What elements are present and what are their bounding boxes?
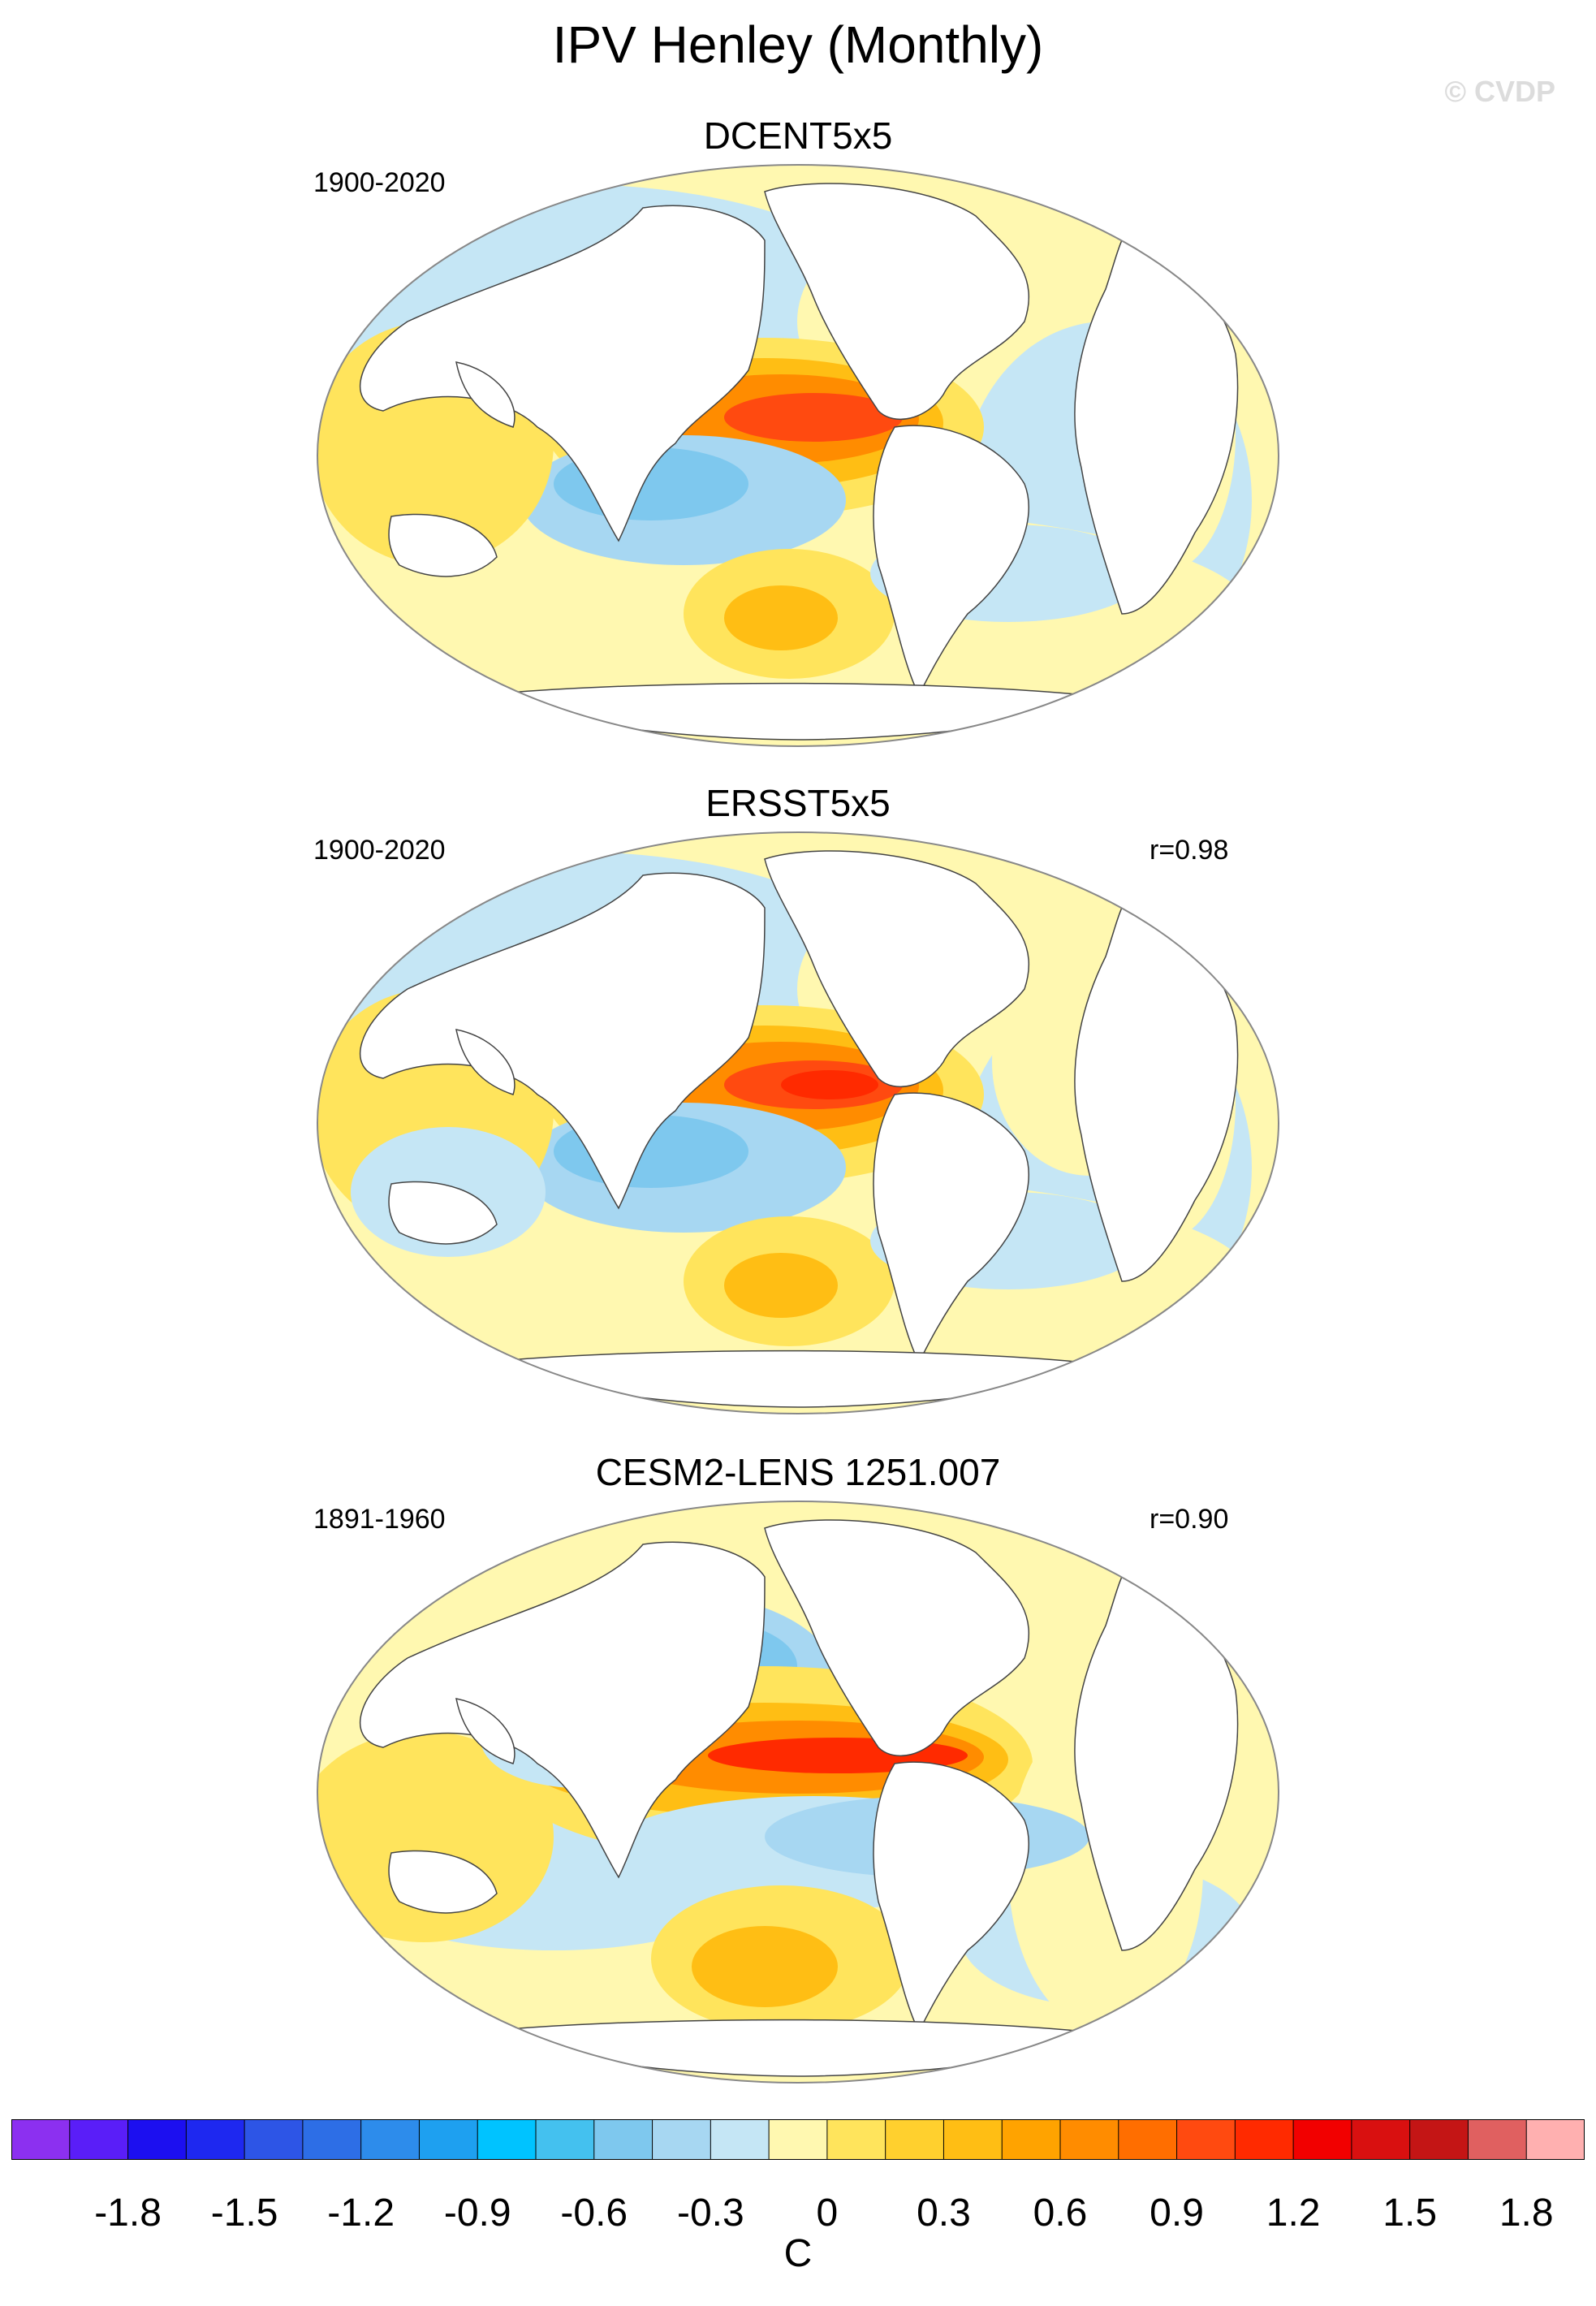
colorbar-bin	[244, 2119, 304, 2160]
colorbar-bin	[69, 2119, 129, 2160]
colorbar-bin	[1526, 2119, 1585, 2160]
panel-title-cesm2: CESM2-LENS 1251.007	[595, 1451, 1001, 1493]
continent-outline	[455, 361, 515, 428]
colorbar-bin	[826, 2119, 886, 2160]
colorbar-tick-label: -0.3	[676, 2192, 744, 2235]
continent-outline	[388, 1850, 498, 1914]
anomaly-contour	[781, 1070, 878, 1099]
colorbar-tick-label: 1.8	[1499, 2192, 1554, 2235]
continent-outline	[360, 872, 766, 1210]
colorbar-tick-label: 0.9	[1150, 2192, 1204, 2235]
colorbar-bin	[1468, 2119, 1527, 2160]
anomaly-contour	[724, 1253, 838, 1318]
continent-outline	[388, 513, 498, 577]
continent-outline	[388, 1181, 498, 1245]
colorbar-tick-label: 1.2	[1266, 2192, 1321, 2235]
colorbar-bin	[1409, 2119, 1469, 2160]
colorbar-bin	[1060, 2119, 1119, 2160]
colorbar-tick-label: 0	[816, 2192, 839, 2235]
anomaly-contour	[724, 585, 838, 650]
colorbar-bin	[360, 2119, 421, 2160]
sst-map-ersst	[316, 831, 1280, 1414]
continent-outline	[764, 850, 1029, 1088]
colorbar-bin	[1002, 2119, 1061, 2160]
colorbar-tick-label: -1.5	[210, 2192, 278, 2235]
colorbar-bin	[885, 2119, 945, 2160]
continent-outline	[873, 1761, 1029, 2033]
continent-outline	[764, 183, 1029, 421]
panel-period-dcent: 1900-2020	[313, 167, 446, 198]
colorbar-tick-label: 0.6	[1033, 2192, 1088, 2235]
continent-outline	[455, 1029, 515, 1095]
colorbar-tick-label: 1.5	[1382, 2192, 1438, 2235]
colorbar-unit: C	[783, 2232, 813, 2275]
colorbar	[11, 2119, 1585, 2160]
map-frame	[316, 831, 1280, 1414]
sst-map-dcent	[316, 164, 1280, 747]
panel-period-cesm2: 1891-1960	[313, 1504, 446, 1535]
colorbar-bin	[1351, 2119, 1411, 2160]
sst-map-cesm2	[316, 1501, 1280, 2084]
continent-outline	[360, 1541, 766, 1879]
cvdp-watermark: © CVDP	[1444, 75, 1555, 108]
continent-outline	[873, 425, 1029, 697]
panel-correlation-ersst: r=0.98	[1150, 835, 1229, 866]
colorbar-bin	[302, 2119, 362, 2160]
panel-title-ersst: ERSST5x5	[705, 782, 891, 824]
colorbar-bin	[1118, 2119, 1178, 2160]
panel-title-dcent: DCENT5x5	[703, 114, 893, 157]
colorbar-tick-label: -1.8	[94, 2192, 162, 2235]
colorbar-bin	[1235, 2119, 1294, 2160]
colorbar-bin	[477, 2119, 537, 2160]
colorbar-frame	[11, 2119, 1585, 2160]
continent-outline	[1156, 850, 1269, 958]
map-frame	[316, 1501, 1280, 2084]
colorbar-bin	[1176, 2119, 1236, 2160]
continent-outline	[1074, 240, 1239, 615]
colorbar-bin	[710, 2119, 770, 2160]
map-frame	[316, 164, 1280, 747]
colorbar-bin	[127, 2119, 187, 2160]
colorbar-bin	[1293, 2119, 1352, 2160]
colorbar-bin	[419, 2119, 478, 2160]
anomaly-contour	[692, 1926, 838, 2007]
colorbar-tick-label: -0.6	[560, 2192, 628, 2235]
colorbar-bin	[186, 2119, 245, 2160]
continent-outline	[873, 1092, 1029, 1364]
colorbar-bin	[536, 2119, 595, 2160]
colorbar-bin	[943, 2119, 1003, 2160]
colorbar-bin	[593, 2119, 653, 2160]
continent-outline	[1074, 1576, 1239, 1951]
colorbar-tick-label: -1.2	[327, 2192, 395, 2235]
continent-outline	[1156, 183, 1269, 291]
figure-title: IPV Henley (Monthly)	[552, 15, 1044, 74]
continent-outline	[764, 1519, 1029, 1757]
colorbar-bin	[652, 2119, 711, 2160]
continent-outline	[360, 205, 766, 542]
colorbar-bin	[11, 2119, 71, 2160]
panel-period-ersst: 1900-2020	[313, 835, 446, 866]
panel-correlation-cesm2: r=0.90	[1150, 1504, 1229, 1535]
continent-outline	[1156, 1519, 1269, 1627]
colorbar-tick-label: -0.9	[443, 2192, 511, 2235]
continent-outline	[1074, 907, 1239, 1282]
anomaly-contour	[724, 393, 903, 442]
colorbar-tick-label: 0.3	[917, 2192, 971, 2235]
continent-outline	[455, 1698, 515, 1764]
colorbar-bin	[769, 2119, 828, 2160]
